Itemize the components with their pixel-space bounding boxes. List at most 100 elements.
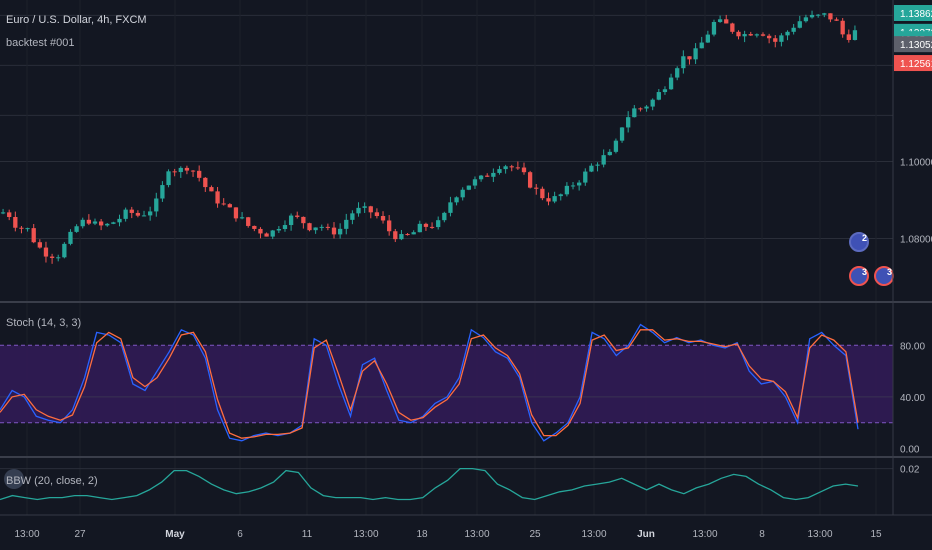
candle-body [478, 175, 484, 180]
candle-body [246, 217, 251, 226]
candle-body [742, 34, 747, 37]
candle-body [399, 234, 404, 240]
trade-marker-label[interactable]: 3 [862, 267, 867, 277]
candle-body [221, 203, 226, 205]
candle-body [601, 155, 606, 165]
bbw-tick-label: 0.02 [900, 465, 920, 476]
candle-body [356, 207, 361, 214]
bbw-title[interactable]: BBW (20, close, 2) [6, 475, 98, 487]
candle-body [822, 13, 827, 15]
stochastic-tick-label: 80.00 [900, 341, 925, 352]
price-tag-box[interactable] [894, 5, 932, 21]
bbw-line [0, 467, 859, 501]
stochastic-pane[interactable]: Stoch (14, 3, 3) [0, 317, 893, 442]
trade-marker-icon[interactable] [849, 232, 869, 252]
candle-body [270, 230, 275, 237]
candle-body [252, 225, 257, 229]
candle-body [748, 34, 753, 36]
candle-body [460, 189, 465, 198]
candle-body [307, 223, 312, 231]
candle-body [215, 191, 220, 204]
candle-body [705, 34, 710, 43]
strategy-label[interactable]: backtest #001 [6, 37, 75, 49]
bbw-pane[interactable]: BBW (20, close, 2) [0, 467, 893, 501]
trade-marker-icon[interactable] [849, 266, 869, 286]
price-pane[interactable]: 2 3 3 Euro / U.S. Dollar, 4h, FXCM backtes… [0, 0, 894, 515]
candle-body [724, 19, 729, 24]
candle-body [37, 242, 42, 248]
price-tag-box[interactable] [894, 55, 932, 72]
stochastic-title[interactable]: Stoch (14, 3, 3) [6, 317, 81, 329]
candle-body [699, 42, 704, 49]
candle-body [344, 219, 349, 229]
candle-body [840, 20, 845, 35]
candle-body [387, 220, 392, 232]
candle-body [209, 187, 214, 192]
candle-body [766, 35, 772, 39]
pane-handle-icon[interactable] [4, 469, 24, 489]
candle-body [472, 179, 478, 186]
time-tick-label: 13:00 [14, 529, 39, 540]
candle-body [791, 27, 796, 32]
price-scale[interactable]: 1.080001.100001.138621.1337212:051.13052… [894, 5, 932, 476]
candle-body [736, 31, 741, 37]
candle-body [454, 197, 459, 203]
candle-body [638, 108, 643, 110]
price-tag-label[interactable]: 1.13052 [900, 40, 932, 51]
time-tick-label: 13:00 [692, 529, 717, 540]
candle-body [619, 127, 625, 141]
time-tick-label: 13:00 [464, 529, 489, 540]
candle-body [589, 165, 594, 172]
price-tag-label[interactable]: 1.13862 [900, 9, 932, 20]
candle-body [0, 212, 6, 214]
candle-body [325, 226, 331, 228]
time-scale[interactable]: 13:00 27 May 6 11 13:00 18 13:00 25 13:00 Jun 13:00… [14, 529, 882, 540]
candle-body [693, 48, 698, 60]
candle-body [797, 21, 802, 28]
time-tick-label: May [165, 529, 185, 540]
candle-body [558, 194, 563, 197]
candle-body [98, 221, 104, 226]
trade-marker-label[interactable]: 3 [887, 267, 892, 277]
candle-body [203, 177, 208, 188]
candle-body [160, 185, 165, 199]
trade-marker-label[interactable]: 2 [862, 233, 867, 243]
candle-body [117, 218, 122, 223]
candle-body [632, 108, 637, 118]
candle-body [258, 228, 263, 234]
time-tick-label: 13:00 [807, 529, 832, 540]
candle-body [644, 106, 649, 109]
candle-body [184, 167, 190, 171]
candle-body [577, 182, 582, 186]
candle-body [301, 216, 306, 224]
candle-body [583, 171, 588, 183]
candle-body [681, 56, 686, 69]
candle-body [13, 217, 18, 228]
time-tick-label: 13:00 [581, 529, 606, 540]
candle-body [172, 171, 177, 173]
candle-body [141, 215, 147, 217]
candle-body [92, 221, 98, 224]
candle-body [448, 202, 453, 213]
candle-body [362, 206, 367, 208]
candle-body [509, 166, 514, 168]
candle-body [80, 219, 85, 227]
candle-body [62, 243, 67, 258]
candle-body [515, 167, 521, 169]
price-tag-label[interactable]: 1.12561 [900, 59, 932, 70]
candle-body [570, 185, 576, 187]
symbol-title[interactable]: Euro / U.S. Dollar, 4h, FXCM [6, 14, 147, 26]
candle-body [442, 212, 447, 221]
price-tag-box[interactable] [894, 36, 932, 53]
candle-body [264, 233, 269, 237]
time-tick-label: 6 [237, 529, 243, 540]
candle-body [828, 13, 833, 20]
candle-body [662, 89, 668, 93]
candle-body [626, 117, 631, 128]
candle-body [129, 209, 134, 213]
time-tick-label: 15 [870, 529, 882, 540]
candle-body [350, 213, 355, 220]
candle-body [19, 227, 24, 229]
